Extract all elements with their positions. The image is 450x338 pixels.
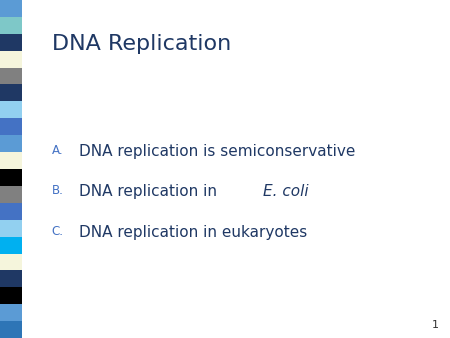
Text: A.: A.	[52, 144, 63, 156]
Text: DNA replication in: DNA replication in	[79, 184, 221, 199]
Text: B.: B.	[52, 184, 63, 197]
Text: C.: C.	[52, 225, 64, 238]
Text: DNA replication in eukaryotes: DNA replication in eukaryotes	[79, 225, 307, 240]
Text: DNA Replication: DNA Replication	[52, 34, 231, 54]
Text: 1: 1	[432, 319, 439, 330]
Text: E. coli: E. coli	[263, 184, 309, 199]
Text: DNA replication is semiconservative: DNA replication is semiconservative	[79, 144, 355, 159]
